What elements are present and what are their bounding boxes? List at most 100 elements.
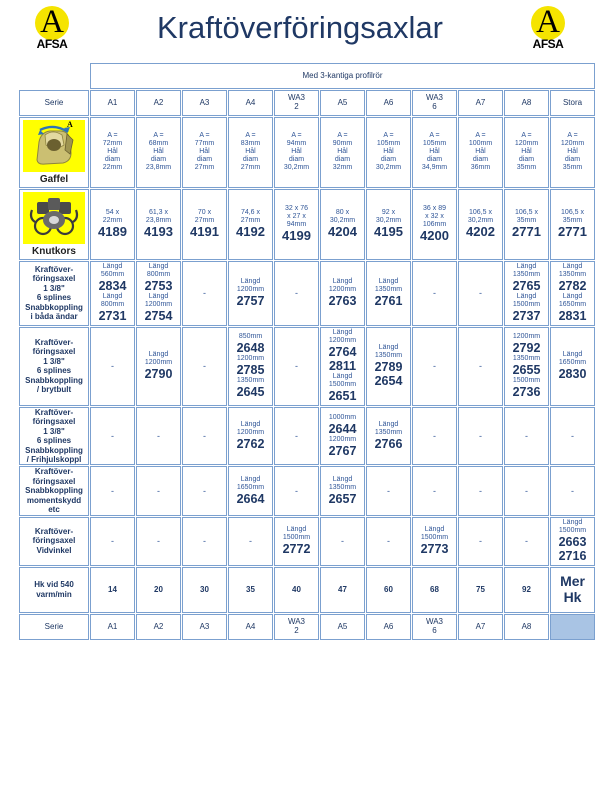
spec-line: Hål — [429, 148, 440, 156]
length-label: Längd — [148, 350, 169, 358]
footer-column-10[interactable]: A8 — [504, 613, 549, 640]
length-label: Längd — [332, 277, 353, 285]
column-header-a7[interactable]: A7 — [458, 90, 503, 116]
column-header-a5[interactable]: A5 — [320, 90, 365, 116]
footer-column-11[interactable] — [550, 613, 596, 640]
part-number: 2785 — [236, 363, 265, 378]
column-header-stora[interactable]: Stora — [550, 90, 596, 116]
spec-line: 35mm — [562, 216, 583, 224]
spec-line: 35mm — [516, 216, 537, 224]
empty-dash: - — [525, 535, 528, 546]
table-row: Knutkors 54 x 22mm 4189 61,3 x 23,8mm 4193 70 x… — [19, 188, 596, 260]
empty-dash: - — [479, 287, 482, 298]
part-number: 2664 — [236, 491, 265, 506]
spec-line: 35mm — [562, 164, 583, 172]
spec-line: Hål — [383, 148, 394, 156]
cell-r2-c11: 106,5 x 35mm 2771 — [550, 188, 596, 260]
svg-text:A: A — [67, 120, 73, 129]
hk-value-7: 60 — [366, 566, 411, 613]
part-number: 2771 — [558, 223, 587, 239]
spec-line: Hål — [475, 148, 486, 156]
part-number: 4195 — [374, 223, 403, 239]
table-row: Kraftöver-föringsaxel 1 3/8" 6 splines Snab… — [19, 260, 596, 326]
footer-column-3[interactable]: A3 — [182, 613, 227, 640]
spec-line: diam — [150, 156, 167, 164]
cell-r5-c5: - — [274, 406, 319, 466]
empty-dash: - — [203, 535, 206, 546]
cell-r2-c9: 106,5 x 30,2mm 4202 — [458, 188, 503, 260]
footer-column-4[interactable]: A4 — [228, 613, 273, 640]
spec-line: 106,5 x — [561, 208, 584, 216]
cell-r7-c4: - — [228, 516, 273, 566]
spec-line: x 32 x — [425, 212, 444, 220]
column-header-a2[interactable]: A2 — [136, 90, 181, 116]
column-header-wa32[interactable]: WA3 2 — [274, 90, 319, 116]
footer-column-9[interactable]: A7 — [458, 613, 503, 640]
spec-line: 35mm — [516, 164, 537, 172]
part-number: 2663 — [558, 534, 587, 549]
footer-column-8[interactable]: WA3 6 — [412, 613, 457, 640]
column-header-a3[interactable]: A3 — [182, 90, 227, 116]
empty-dash: - — [203, 430, 206, 441]
length-value: 1650mm — [558, 301, 587, 309]
empty-dash: - — [433, 485, 436, 496]
column-header-wa36[interactable]: WA3 6 — [412, 90, 457, 116]
column-header-a8[interactable]: A8 — [504, 90, 549, 116]
spec-line: 105mm — [376, 140, 401, 148]
cell-r1-c11: A = 120mm Hål diam 35mm — [550, 117, 596, 188]
cell-r5-c4: Längd 1200mm 2762 — [228, 406, 273, 466]
column-header-a4[interactable]: A4 — [228, 90, 273, 116]
row-label-text: föringsaxel — [32, 476, 76, 486]
spec-line: Hål — [521, 148, 532, 156]
row-label-text: föringsaxel — [32, 347, 76, 357]
row-label-text: Knutkors — [32, 245, 76, 257]
empty-dash: - — [479, 485, 482, 496]
spec-line: 27mm — [240, 216, 261, 224]
spec-line: 27mm — [194, 164, 215, 172]
column-header-a6[interactable]: A6 — [366, 90, 411, 116]
length-label: Längd — [562, 293, 583, 301]
spec-line: 94mm — [286, 140, 307, 148]
empty-dash: - — [111, 535, 114, 546]
table-row: A Gaffel A = 72mm Hål diam 22mm A = 68mm Hål diam 2… — [19, 117, 596, 188]
empty-dash: - — [203, 287, 206, 298]
row-label-text: / brytbult — [36, 385, 72, 395]
universal-joint-cross-icon — [23, 191, 85, 244]
length-label: Längd — [562, 518, 583, 526]
spec-line: 30,2mm — [467, 216, 494, 224]
length-value: 1200mm — [512, 332, 541, 340]
length-value: 1200mm — [144, 359, 173, 366]
length-value: 1200mm — [236, 354, 265, 362]
length-value: 1200mm — [144, 301, 173, 309]
table-row: Kraftöver-föringsaxel Snabbkoppling moment… — [19, 466, 596, 516]
footer-column-7[interactable]: A6 — [366, 613, 411, 640]
length-value: 1500mm — [512, 377, 541, 385]
spec-line: 32 x 76 — [285, 204, 308, 212]
spec-line: A = — [245, 132, 256, 140]
row-label-text: 1 3/8" — [43, 426, 65, 436]
row-label-text: föringsaxel — [32, 274, 76, 284]
column-header-a1[interactable]: A1 — [90, 90, 135, 116]
part-number: 2644 — [328, 421, 357, 436]
footer-column-2[interactable]: A2 — [136, 613, 181, 640]
part-number: 4200 — [420, 227, 449, 243]
footer-column-1[interactable]: A1 — [90, 613, 135, 640]
cell-r4-c4: 850mm 2648 1200mm 2785 1350mm 2645 — [228, 326, 273, 406]
footer-column-5[interactable]: WA3 2 — [274, 613, 319, 640]
length-label: Längd — [562, 350, 583, 358]
part-number: 2834 — [98, 278, 127, 293]
empty-dash: - — [433, 287, 436, 298]
spec-line: diam — [380, 156, 397, 164]
spec-line: 105mm — [422, 140, 447, 148]
hk-value-10: 92 — [504, 566, 549, 613]
part-number: 2765 — [512, 278, 541, 293]
part-number: 2753 — [144, 278, 173, 293]
row-label-text: etc — [48, 505, 60, 515]
row-label-text: momentskydd — [26, 495, 82, 505]
footer-column-6[interactable]: A5 — [320, 613, 365, 640]
cell-r1-c4: A = 83mm Hål diam 27mm — [228, 117, 273, 188]
part-number: 2830 — [558, 367, 587, 382]
cell-r2-c2: 61,3 x 23,8mm 4193 — [136, 188, 181, 260]
length-value: 1200mm — [328, 336, 357, 344]
part-number: 2763 — [328, 293, 357, 308]
